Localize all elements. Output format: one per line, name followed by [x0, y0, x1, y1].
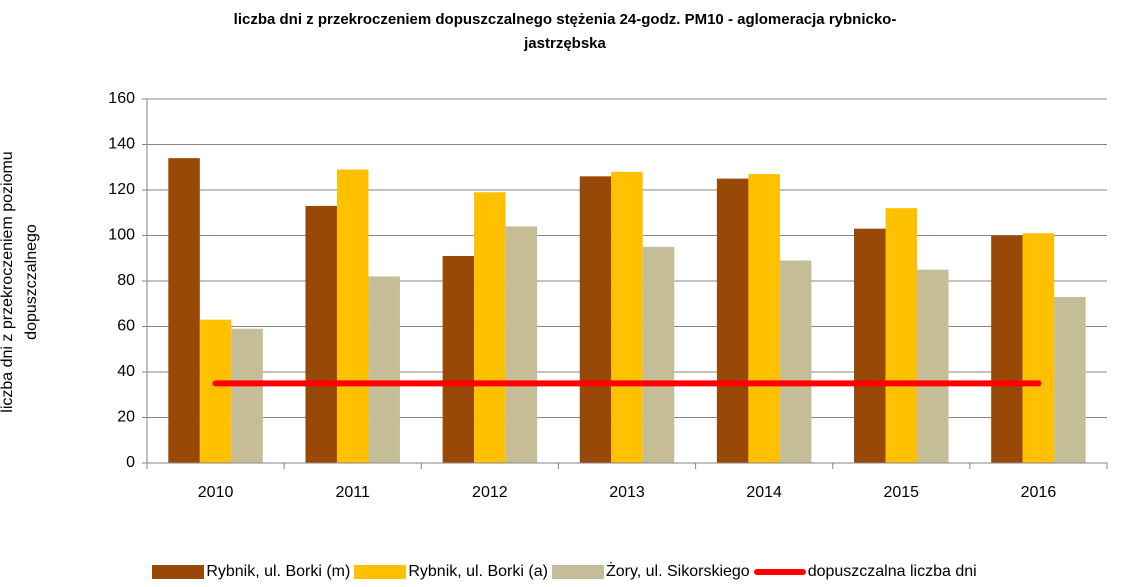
- y-tick-label: 60: [117, 318, 135, 335]
- bar: [505, 226, 538, 463]
- x-tick-label: 2012: [472, 484, 508, 501]
- legend-swatch: [152, 565, 205, 579]
- bar: [642, 246, 675, 463]
- bar: [611, 171, 643, 464]
- legend-swatch: [551, 565, 604, 579]
- bar: [305, 205, 337, 464]
- x-tick-label: 2011: [336, 484, 371, 501]
- bar: [917, 269, 949, 463]
- x-tick-label: 2010: [198, 484, 234, 501]
- bar: [885, 208, 918, 463]
- chart-title: liczba dni z przekroczeniem dopuszczalne…: [233, 11, 897, 52]
- legend-item: Rybnik, ul. Borki (m): [152, 563, 350, 581]
- y-tick-label: 160: [108, 90, 135, 107]
- legend-label: Rybnik, ul. Borki (m): [206, 563, 351, 580]
- bar: [748, 174, 780, 463]
- legend-item: dopuszczalna liczba dni: [753, 563, 977, 581]
- y-tick-label: 40: [117, 363, 135, 380]
- bar: [716, 178, 749, 463]
- bar: [474, 192, 506, 463]
- bar: [368, 276, 400, 463]
- legend: Rybnik, ul. Borki (m) Rybnik, ul. Borki (…: [0, 563, 1129, 581]
- bar: [199, 319, 232, 463]
- bar: [779, 260, 812, 463]
- x-tick-label: 2015: [883, 484, 919, 501]
- bar: [1022, 233, 1055, 463]
- y-tick-label: 140: [108, 136, 135, 153]
- x-tick-label: 2016: [1021, 484, 1057, 501]
- bar: [1054, 296, 1086, 463]
- legend-item: Żory, ul. Sikorskiego: [551, 563, 750, 581]
- y-tick-label: 0: [126, 454, 135, 471]
- bar: [854, 228, 886, 463]
- legend-label: dopuszczalna liczba dni: [807, 563, 977, 580]
- y-tick-label: 100: [108, 227, 135, 244]
- legend-swatch: [354, 565, 407, 579]
- y-tick-label: 80: [117, 272, 135, 289]
- legend-swatch: [753, 569, 806, 575]
- legend-label: Rybnik, ul. Borki (a): [408, 563, 548, 580]
- legend-label: Żory, ul. Sikorskiego: [605, 563, 750, 580]
- bar: [231, 328, 263, 463]
- y-tick-label: 20: [117, 409, 135, 426]
- x-tick-label: 2014: [746, 484, 782, 501]
- y-tick-label: 120: [108, 181, 135, 198]
- bar: [336, 169, 369, 463]
- legend-item: Rybnik, ul. Borki (a): [354, 563, 548, 581]
- bar: [579, 176, 612, 463]
- bar: [442, 255, 475, 463]
- bar: [991, 235, 1023, 463]
- x-tick-label: 2013: [609, 484, 645, 501]
- bar: [168, 158, 200, 463]
